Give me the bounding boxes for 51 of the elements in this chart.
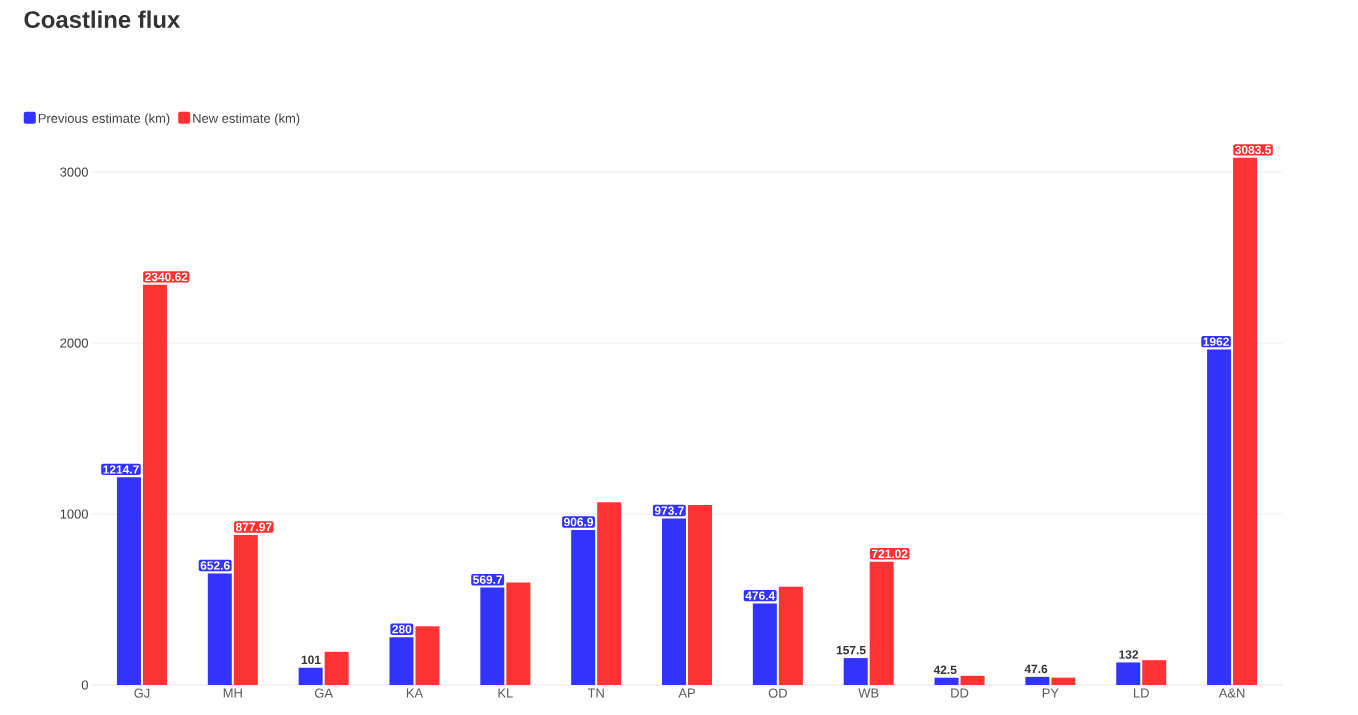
x-tick-label: A&N xyxy=(1218,688,1245,698)
data-label: 476.4 xyxy=(745,591,776,600)
x-tick-label: LD xyxy=(1134,688,1149,698)
data-label: 101 xyxy=(301,655,321,665)
x-tick-label: GJ xyxy=(134,688,150,698)
y-tick-label: 2000 xyxy=(60,338,88,348)
data-label: 877.97 xyxy=(235,522,272,532)
x-tick-label: KA xyxy=(406,688,424,698)
data-label: 973.7 xyxy=(654,506,684,515)
bar xyxy=(415,626,440,685)
data-label: 280 xyxy=(392,624,412,634)
bar xyxy=(1116,662,1141,685)
y-tick-label: 1000 xyxy=(60,509,88,519)
y-tick-label: 3000 xyxy=(60,167,88,177)
x-tick-label: TN xyxy=(587,688,604,698)
x-tick-label: OD xyxy=(768,688,787,698)
bar xyxy=(597,502,622,685)
data-label: 1962 xyxy=(1203,337,1229,346)
bar xyxy=(1025,676,1050,685)
bar xyxy=(843,658,868,685)
data-label: 1214.7 xyxy=(103,465,139,474)
x-tick-label: KL xyxy=(498,688,513,698)
x-tick-label: AP xyxy=(678,688,695,698)
x-tick-label: MH xyxy=(223,688,242,698)
data-label: 2340.62 xyxy=(145,272,188,282)
bar xyxy=(506,582,531,685)
legend-label: Previous estimate (km) xyxy=(38,113,170,126)
bar xyxy=(960,675,985,685)
bar xyxy=(778,586,803,685)
data-label: 652.6 xyxy=(200,561,230,570)
data-label: 132 xyxy=(1119,650,1139,659)
data-label: 569.7 xyxy=(473,575,503,584)
data-label: 3083.5 xyxy=(1235,145,1271,155)
data-label: 47.6 xyxy=(1024,664,1048,674)
data-label: 157.5 xyxy=(836,646,866,655)
bar xyxy=(688,504,713,685)
data-label: 906.9 xyxy=(563,517,594,527)
bar xyxy=(934,677,959,685)
bar xyxy=(324,651,349,685)
x-tick-label: PY xyxy=(1042,688,1059,698)
bar xyxy=(1142,660,1167,685)
y-tick-label: 0 xyxy=(81,680,88,690)
chart-title: Coastline flux xyxy=(24,10,181,29)
data-label: 42.5 xyxy=(933,665,957,675)
x-tick-label: DD xyxy=(951,688,969,698)
legend-label: New estimate (km) xyxy=(193,113,300,126)
bar xyxy=(1051,677,1076,685)
bar xyxy=(298,667,323,685)
x-tick-label: GA xyxy=(314,688,333,698)
data-label: 721.02 xyxy=(871,549,908,559)
x-tick-label: WB xyxy=(858,688,879,698)
